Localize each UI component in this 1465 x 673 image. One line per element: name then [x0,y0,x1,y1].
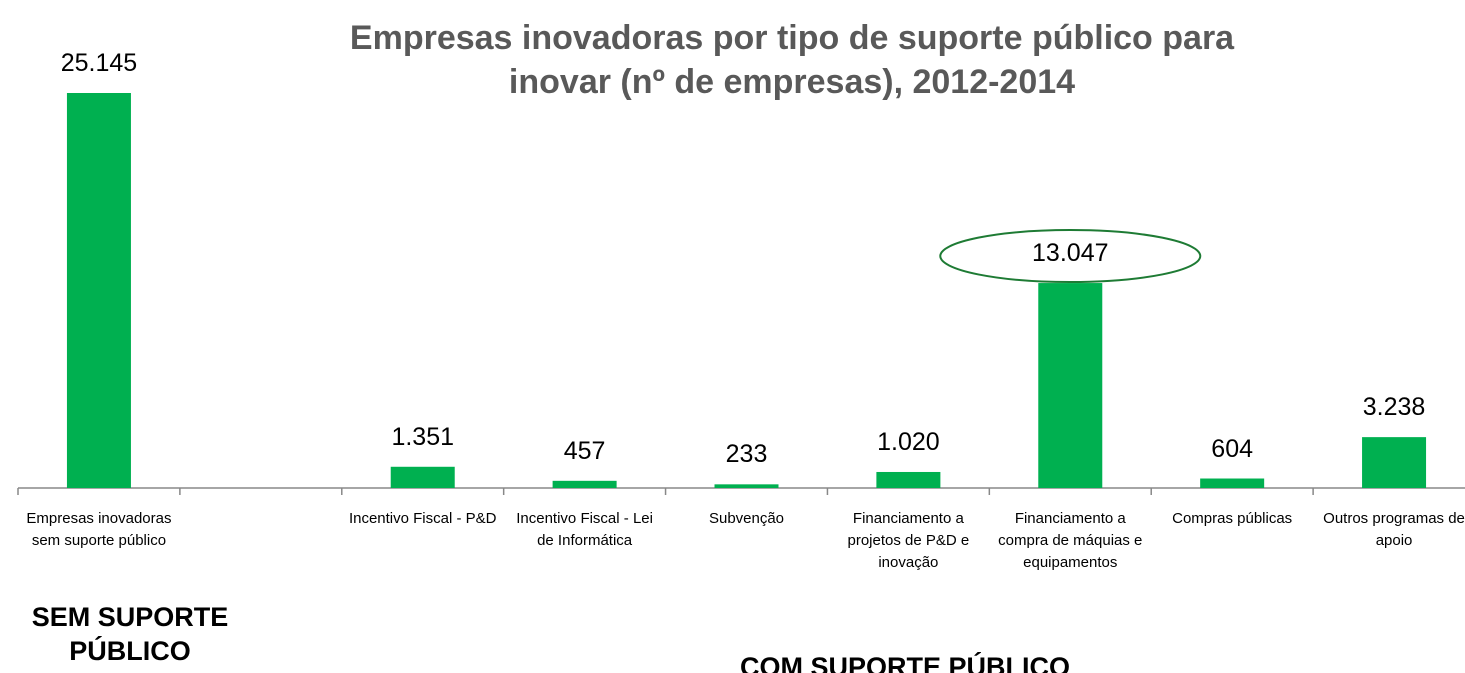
x-tick-label: Incentivo Fiscal - P&D [348,510,497,527]
bar [876,471,941,488]
data-label: 3.238 [1362,393,1426,422]
bar [714,484,779,488]
highlight-ellipse [939,229,1202,284]
x-tick-label: Financiamento a projetos de P&D e inovaç… [847,510,970,571]
x-tick-label: Financiamento a compra de máquias e equi… [998,510,1143,571]
x-tick-label: Empresas inovadoras sem suporte público [26,510,172,549]
data-label: 604 [1211,434,1254,463]
bar [1038,283,1103,488]
chart-title: Empresas inovadoras por tipo de suporte … [349,19,1235,101]
bar [390,466,455,488]
data-label: 233 [725,440,768,469]
bar [552,480,617,488]
data-label: 1.351 [391,422,454,451]
data-label: 13.047 [1032,239,1109,268]
bar [1200,478,1265,488]
data-label: 1.020 [877,427,940,456]
group-label: SEM SUPORTE PÚBLICO [31,602,229,666]
bar [1362,437,1427,488]
x-tick-label: Subvenção [708,510,785,527]
x-tick-label: Compras públicas [1172,510,1293,527]
data-label: 457 [563,436,606,465]
x-tick-label: Outros programas de apoio [1323,510,1465,549]
bar [66,93,131,488]
x-tick-label: Incentivo Fiscal - Lei de Informática [516,510,653,549]
data-label: 25.145 [60,49,138,77]
group-label: COM SUPORTE PÚBLICO [739,652,1070,673]
